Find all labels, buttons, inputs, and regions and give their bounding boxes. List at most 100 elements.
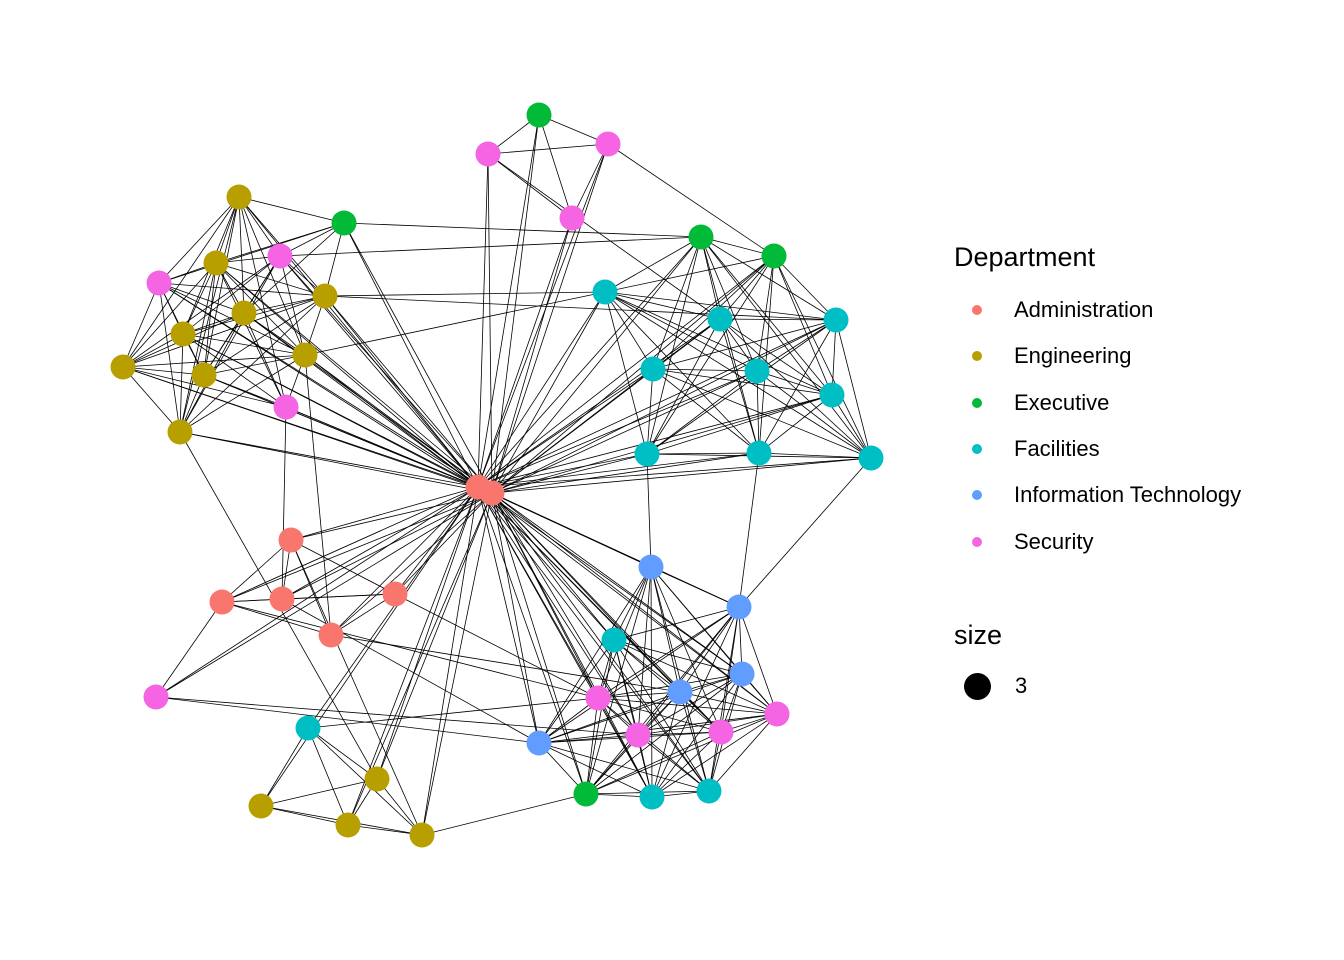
edge <box>773 255 872 459</box>
legend-label: Security <box>1014 528 1094 554</box>
legend-title-department: Department <box>954 242 1096 272</box>
edge <box>758 452 872 459</box>
edge <box>122 282 160 368</box>
edge <box>304 354 479 488</box>
edge <box>158 222 345 284</box>
edge <box>738 457 872 608</box>
edge <box>203 374 287 408</box>
legend-item-facilities: Facilities <box>954 429 1100 469</box>
edge <box>773 255 833 396</box>
legend-item-executive: Executive <box>954 383 1109 423</box>
edge <box>421 793 587 836</box>
edge <box>585 697 599 795</box>
edge <box>376 486 479 780</box>
edge <box>604 291 837 321</box>
edge <box>491 492 615 641</box>
edge <box>203 262 217 376</box>
edge <box>491 114 540 494</box>
node-security <box>475 141 501 167</box>
legend-item-administration: Administration <box>954 290 1153 330</box>
edge <box>215 262 306 356</box>
edge <box>238 196 479 488</box>
edge <box>604 255 775 293</box>
edge <box>491 217 573 494</box>
edge <box>491 370 758 494</box>
edge <box>203 196 240 376</box>
legend-item-security: Security <box>954 522 1093 562</box>
edge <box>285 406 493 494</box>
edge <box>394 492 493 595</box>
edge <box>203 295 326 376</box>
node-information-technology <box>638 554 664 580</box>
edge <box>158 282 306 356</box>
edge <box>538 606 740 744</box>
edge <box>122 366 493 494</box>
node-engineering <box>203 250 229 276</box>
edge <box>324 295 493 494</box>
edge <box>652 236 702 370</box>
edge <box>604 291 721 320</box>
edge <box>637 673 743 736</box>
edge <box>179 431 493 494</box>
edge <box>538 566 652 744</box>
edge <box>477 486 540 744</box>
edge <box>538 691 681 744</box>
size-legend-dot <box>964 672 991 700</box>
edge <box>491 143 609 494</box>
edge <box>307 727 378 780</box>
node-engineering <box>231 300 257 326</box>
edge <box>597 697 710 792</box>
edge <box>646 452 760 455</box>
node-engineering <box>170 321 196 347</box>
edge <box>538 713 778 744</box>
edge <box>604 291 648 455</box>
edge <box>604 291 833 396</box>
edge <box>613 606 740 641</box>
edge <box>679 691 710 792</box>
edge <box>597 697 653 798</box>
edge <box>304 354 493 494</box>
legend-item-information-technology: Information Technology <box>954 475 1241 515</box>
edge <box>182 262 217 335</box>
edge <box>122 295 326 368</box>
edge <box>221 601 332 636</box>
node-facilities <box>707 306 733 332</box>
edge <box>376 492 493 780</box>
edge <box>700 236 758 372</box>
edge <box>260 778 378 807</box>
edge <box>719 318 872 459</box>
edge <box>604 236 702 293</box>
edge <box>700 236 775 257</box>
edge <box>597 566 652 699</box>
node-executive <box>526 102 552 128</box>
edge <box>279 255 306 356</box>
edge <box>597 606 740 699</box>
edge <box>260 805 349 826</box>
edge <box>491 394 833 494</box>
edge <box>221 486 479 603</box>
node-facilities <box>744 358 770 384</box>
edge <box>158 282 493 494</box>
edge <box>738 606 778 715</box>
edge <box>491 368 654 494</box>
edge <box>477 236 702 488</box>
edge <box>487 153 493 494</box>
node-facilities <box>601 627 627 653</box>
edge <box>756 255 775 372</box>
edge <box>652 318 721 370</box>
edge <box>281 598 540 744</box>
node-executive <box>331 210 357 236</box>
edge <box>538 742 710 792</box>
edge <box>182 333 493 494</box>
edge <box>330 486 479 636</box>
edge <box>179 354 306 433</box>
edge <box>203 354 306 376</box>
node-administration <box>278 527 304 553</box>
edge <box>538 639 615 744</box>
edge <box>719 318 837 321</box>
edge <box>307 697 599 729</box>
edge <box>281 406 287 600</box>
edge <box>243 312 493 494</box>
edge <box>182 255 281 335</box>
edge <box>477 319 837 488</box>
